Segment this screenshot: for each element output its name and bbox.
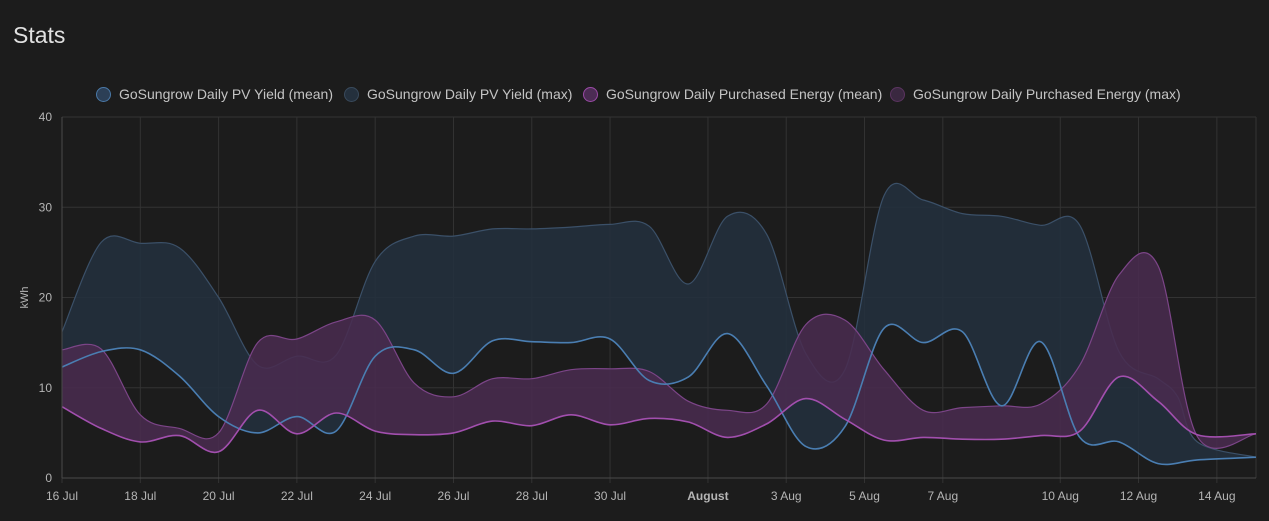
legend-item-purchase-mean[interactable]: GoSungrow Daily Purchased Energy (mean) <box>583 84 882 104</box>
x-tick-label: 14 Aug <box>1198 489 1235 503</box>
y-tick-label: 0 <box>45 471 52 485</box>
legend-swatch-purchase-max <box>890 86 905 102</box>
x-tick-label: 3 Aug <box>771 489 802 503</box>
chart-legend: GoSungrow Daily PV Yield (mean) GoSungro… <box>0 84 1269 106</box>
legend-swatch-pv-max <box>344 86 359 102</box>
x-tick-label: 5 Aug <box>849 489 880 503</box>
y-tick-label: 20 <box>39 291 53 305</box>
y-axis-label: kWh <box>19 287 31 309</box>
x-tick-label: 24 Jul <box>359 489 391 503</box>
y-tick-label: 10 <box>39 381 53 395</box>
x-tick-label: 18 Jul <box>124 489 156 503</box>
x-tick-label: 28 Jul <box>516 489 548 503</box>
x-tick-label: 10 Aug <box>1042 489 1079 503</box>
legend-label-pv-mean: GoSungrow Daily PV Yield (mean) <box>119 86 333 102</box>
pv-yield-max-band-fill <box>62 183 1256 465</box>
x-tick-label: 22 Jul <box>281 489 313 503</box>
legend-swatch-purchase-mean <box>583 86 598 102</box>
x-tick-label: 12 Aug <box>1120 489 1157 503</box>
legend-swatch-pv-mean <box>96 86 111 102</box>
pv-yield-mean-line <box>61 323 1257 466</box>
legend-label-purchase-max: GoSungrow Daily Purchased Energy (max) <box>913 86 1181 102</box>
x-tick-label: 7 Aug <box>927 489 958 503</box>
x-tick-label: 16 Jul <box>46 489 78 503</box>
x-tick-label: August <box>687 489 728 503</box>
y-tick-label: 40 <box>39 110 53 124</box>
legend-item-pv-max[interactable]: GoSungrow Daily PV Yield (max) <box>344 84 572 104</box>
legend-item-purchase-max[interactable]: GoSungrow Daily Purchased Energy (max) <box>890 84 1181 104</box>
purchased-energy-max-band-fill <box>62 252 1256 453</box>
x-tick-label: 20 Jul <box>203 489 235 503</box>
legend-label-purchase-mean: GoSungrow Daily Purchased Energy (mean) <box>606 86 883 102</box>
purchased-energy-mean-line <box>61 375 1257 454</box>
card-title: Stats <box>13 22 66 48</box>
purchased-energy-max-band-edge <box>61 252 1257 449</box>
legend-label-pv-max: GoSungrow Daily PV Yield (max) <box>367 86 573 102</box>
purchased-energy-max-band <box>61 252 1257 453</box>
x-tick-label: 30 Jul <box>594 489 626 503</box>
legend-item-pv-mean[interactable]: GoSungrow Daily PV Yield (mean) <box>96 84 333 104</box>
y-tick-label: 30 <box>39 200 53 214</box>
x-tick-label: 26 Jul <box>437 489 469 503</box>
